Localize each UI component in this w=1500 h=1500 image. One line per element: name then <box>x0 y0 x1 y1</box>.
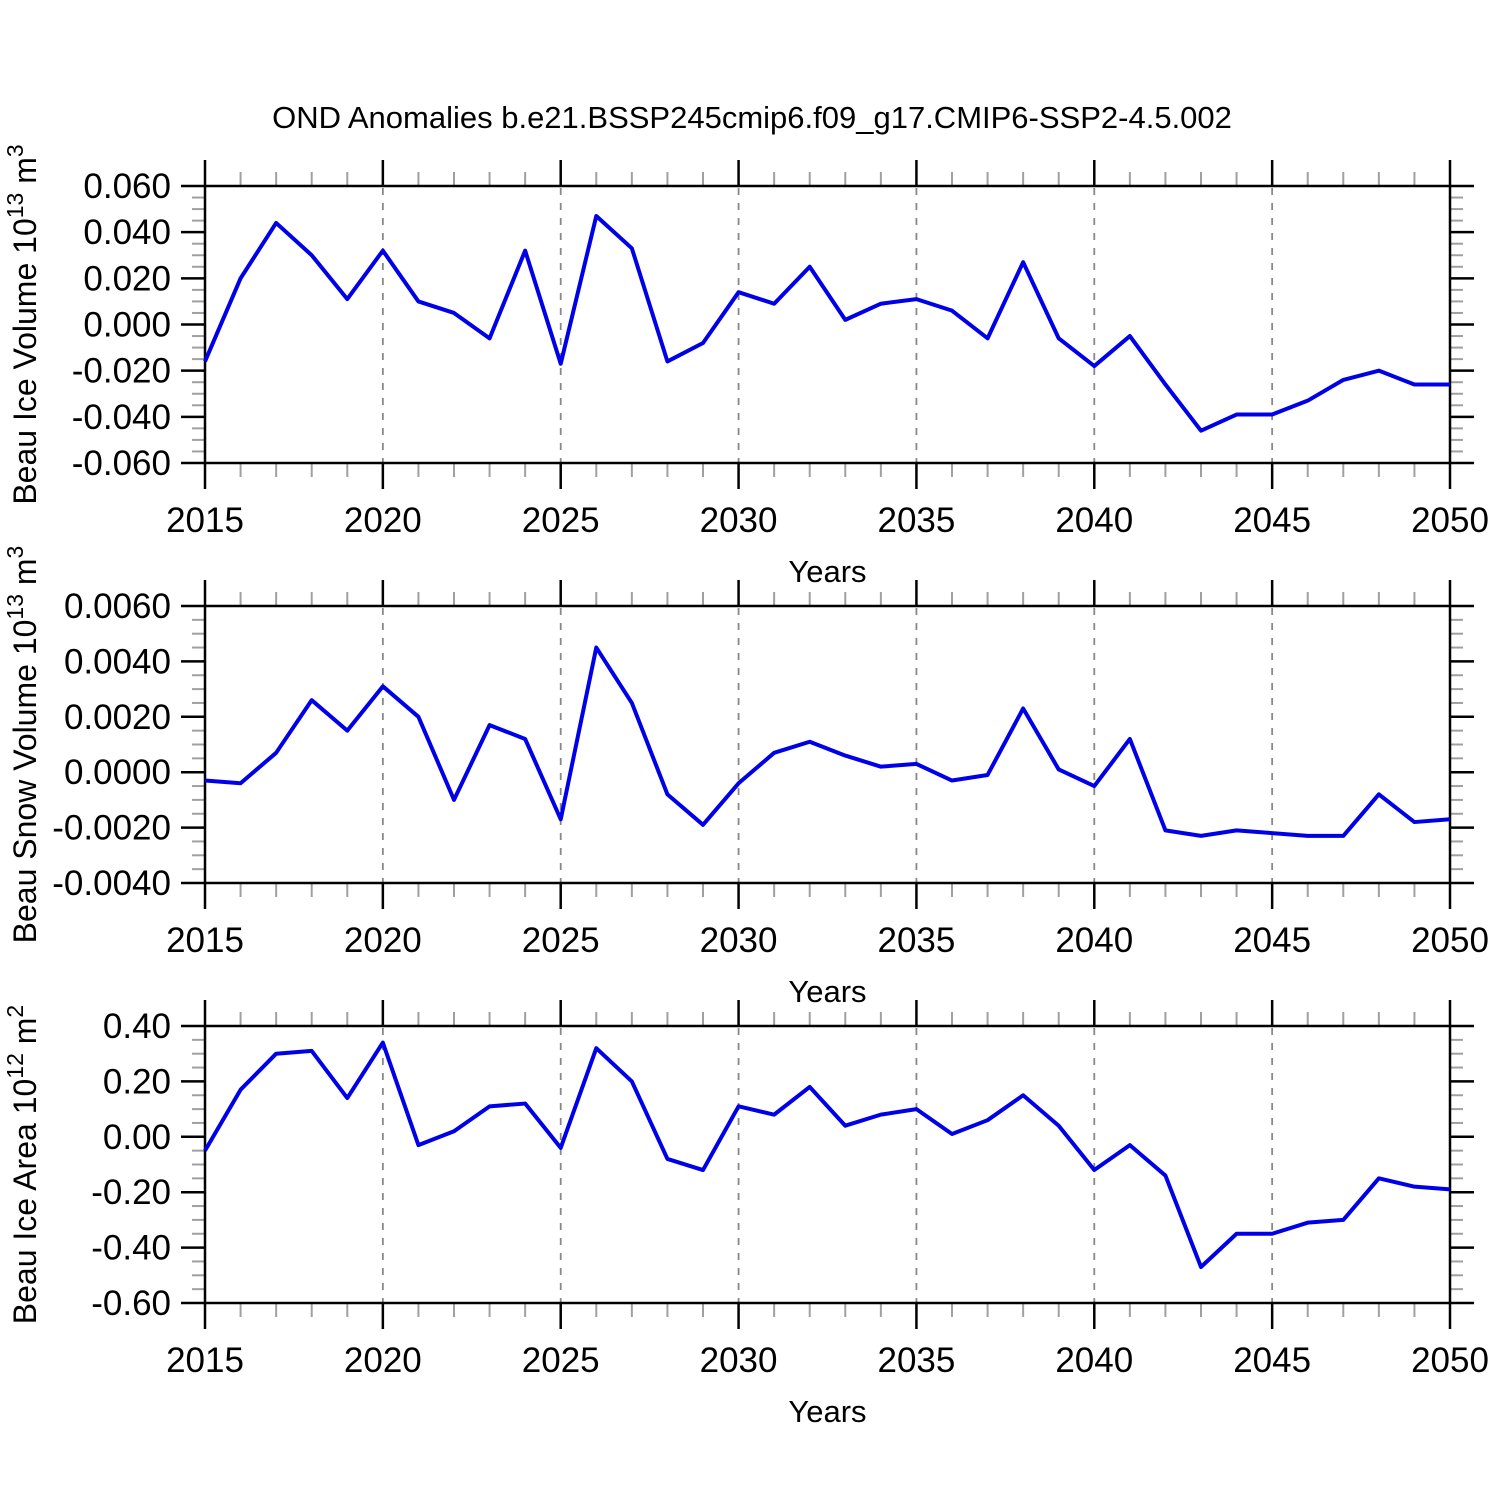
y-tick-label: 0.060 <box>83 167 171 206</box>
x-tick-label: 2025 <box>522 921 600 960</box>
y-axis-title: Beau Ice Volume 1013 m3 <box>2 144 43 504</box>
y-tick-label: -0.20 <box>91 1173 171 1212</box>
y-tick-label: 0.000 <box>83 306 171 345</box>
x-tick-label: 2020 <box>344 1341 422 1380</box>
y-tick-label: 0.0040 <box>64 642 171 681</box>
data-line-beau-ice-area <box>203 1040 1451 1269</box>
y-tick-label: 0.0060 <box>64 587 171 626</box>
x-tick-label: 2030 <box>700 1341 778 1380</box>
x-tick-label: 2030 <box>700 501 778 540</box>
y-tick-label: -0.040 <box>72 398 171 437</box>
y-axis-title: Beau Snow Volume 1013 m3 <box>2 546 43 944</box>
plot-frame <box>203 604 1452 885</box>
x-tick-label: 2050 <box>1411 921 1489 960</box>
x-tick-label: 2050 <box>1411 501 1489 540</box>
plot-frame <box>203 184 1452 465</box>
y-tick-label: -0.40 <box>91 1229 171 1268</box>
panel-beau-ice-area: 0.40 0.20 0.00 -0.20 -0.40 -0.60 2015 2020 2025 2… <box>2 1000 1489 1429</box>
x-tick-label: 2015 <box>166 501 244 540</box>
x-axis-title: Years <box>788 554 866 589</box>
x-tick-label: 2040 <box>1055 501 1133 540</box>
data-line-beau-snow-volume <box>204 645 1451 838</box>
panel-beau-ice-volume: 0.060 0.040 0.020 0.000 -0.020 -0.040 -0.060 20… <box>2 144 1489 589</box>
y-tick-label: 0.20 <box>103 1062 171 1101</box>
y-tick-label: -0.0040 <box>52 864 171 903</box>
x-axis-title: Years <box>788 974 866 1009</box>
x-tick-label: 2020 <box>344 921 422 960</box>
x-tick-label: 2040 <box>1055 1341 1133 1380</box>
chart-title: OND Anomalies b.e21.BSSP245cmip6.f09_g17… <box>272 100 1232 135</box>
x-tick-label: 2035 <box>877 1341 955 1380</box>
x-tick-label: 2035 <box>877 921 955 960</box>
x-tick-label: 2025 <box>522 1341 600 1380</box>
x-tick-label: 2020 <box>344 501 422 540</box>
x-tick-label: 2015 <box>166 921 244 960</box>
x-tick-label: 2015 <box>166 1341 244 1380</box>
x-axis-title: Years <box>788 1394 866 1429</box>
y-axis-title: Beau Ice Area 1012 m2 <box>2 1005 43 1324</box>
plot-frame <box>203 1024 1452 1305</box>
y-tick-label: 0.00 <box>103 1118 171 1157</box>
y-tick-label: 0.040 <box>83 213 171 252</box>
y-tick-label: 0.40 <box>103 1007 171 1046</box>
x-tick-label: 2045 <box>1233 921 1311 960</box>
y-tick-label: 0.0000 <box>64 753 171 792</box>
y-tick-label: 0.0020 <box>64 698 171 737</box>
y-tick-label: 0.020 <box>83 259 171 298</box>
panel-beau-snow-volume: 0.0060 0.0040 0.0020 0.0000 -0.0020 -0.0040 20… <box>2 546 1489 1009</box>
data-line-beau-ice-volume <box>203 214 1450 433</box>
y-tick-label: -0.0020 <box>52 809 171 848</box>
x-tick-label: 2045 <box>1233 1341 1311 1380</box>
y-tick-label: -0.60 <box>91 1284 171 1323</box>
x-tick-label: 2050 <box>1411 1341 1489 1380</box>
x-tick-label: 2035 <box>877 501 955 540</box>
y-tick-label: -0.020 <box>72 352 171 391</box>
y-tick-label: -0.060 <box>72 444 171 483</box>
x-tick-label: 2040 <box>1055 921 1133 960</box>
x-tick-label: 2025 <box>522 501 600 540</box>
x-tick-label: 2030 <box>700 921 778 960</box>
x-tick-label: 2045 <box>1233 501 1311 540</box>
